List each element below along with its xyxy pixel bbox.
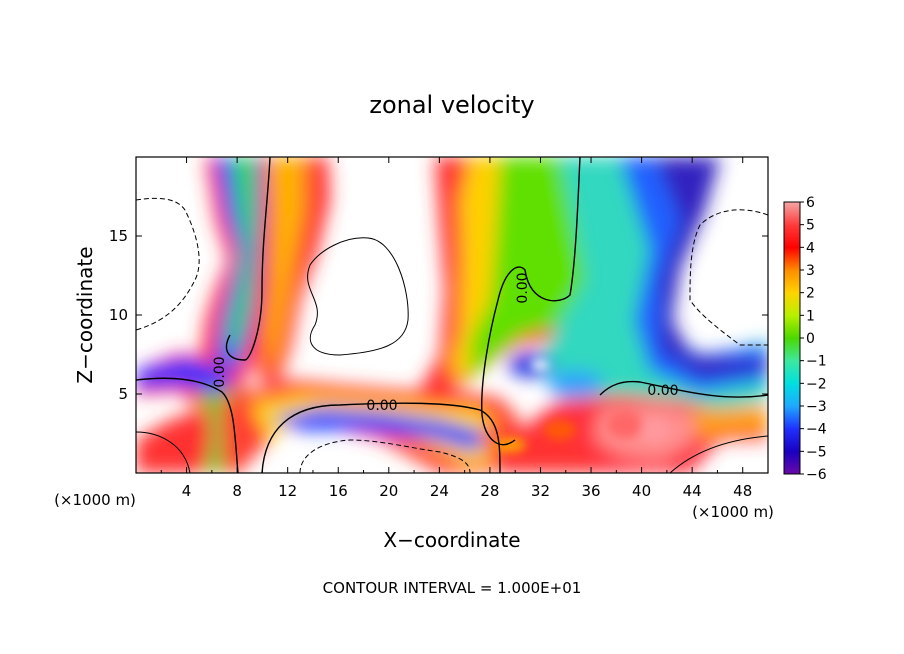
colorbar-label: 4 (806, 240, 815, 256)
colorbar-label: −2 (806, 376, 827, 392)
x-tick-label: 24 (430, 482, 449, 500)
x-tick-label: 28 (480, 482, 499, 500)
colorbar-label: −6 (806, 467, 827, 483)
chart-title: zonal velocity (369, 91, 534, 119)
contour-zero-right (599, 380, 768, 398)
x-tick-label: 48 (733, 482, 752, 500)
y-axis-label: Z−coordinate (73, 246, 97, 383)
x-axis: 4 8 12 16 20 24 28 32 36 40 44 48 (160, 157, 752, 500)
colorbar-segment (784, 451, 800, 475)
contour-positive-center (307, 237, 409, 356)
contour-zero-column (225, 157, 271, 361)
contour-label: 0.00 (515, 272, 531, 303)
y-axis: 5 10 15 (109, 227, 768, 403)
x-tick-label: 4 (182, 482, 192, 500)
colorbar-segment (784, 202, 800, 226)
x-unit-right: (×1000 m) (692, 503, 774, 521)
contour-positive-bottom-right (669, 435, 768, 473)
contour-zero-left (136, 377, 239, 473)
colorbar-segment (784, 383, 800, 407)
y-tick-label: 5 (118, 385, 128, 403)
colorbar-label: 1 (806, 308, 815, 324)
plot-area: 0.00 0.00 0.00 0.00 (136, 157, 768, 473)
x-tick-label: 40 (632, 482, 651, 500)
y-tick-label: 15 (109, 227, 128, 245)
y-tick-label: 10 (109, 306, 128, 324)
colorbar-label: −1 (806, 354, 827, 370)
heatmap-accents (494, 359, 669, 453)
colorbar-segment (784, 315, 800, 339)
contour-label: 0.00 (212, 356, 228, 387)
contour-zero-base (261, 402, 501, 473)
x-tick-label: 36 (581, 482, 600, 500)
x-tick-label: 8 (232, 482, 242, 500)
colorbar-label: −5 (806, 444, 827, 460)
x-tick-label: 44 (683, 482, 702, 500)
colorbar-segment (784, 292, 800, 316)
colorbar-segment (784, 270, 800, 294)
contour-label: 0.00 (366, 398, 397, 414)
contour-negative-bottom (299, 439, 471, 473)
colorbar: 6 5 4 3 2 1 0 −1 −2 −3 −4 −5 −6 (783, 195, 827, 483)
colorbar-segment (784, 428, 800, 452)
contour-label: 0.00 (647, 383, 678, 399)
contour-positive-bottom-left (136, 431, 191, 473)
colorbar-label: −3 (806, 399, 827, 415)
x-tick-label: 32 (531, 482, 550, 500)
footer-note: CONTOUR INTERVAL = 1.000E+01 (323, 579, 582, 597)
colorbar-label: −4 (806, 422, 827, 438)
contour-lines (136, 157, 768, 473)
colorbar-segment (784, 224, 800, 248)
colorbar-segment (784, 406, 800, 430)
x-tick-label: 20 (379, 482, 398, 500)
contour-zero-center (481, 157, 581, 446)
colorbar-label: 0 (806, 331, 815, 347)
x-unit-left: (×1000 m) (54, 491, 136, 509)
contour-negative-right (689, 209, 768, 346)
x-tick-label: 16 (329, 482, 348, 500)
contour-negative-left (136, 197, 200, 331)
colorbar-segment (784, 247, 800, 271)
x-tick-label: 12 (278, 482, 297, 500)
contour-labels: 0.00 0.00 0.00 0.00 (212, 272, 679, 414)
colorbar-label: 3 (806, 263, 815, 279)
heatmap-field (136, 157, 768, 473)
colorbar-segment (784, 360, 800, 384)
x-axis-label: X−coordinate (383, 528, 520, 552)
colorbar-segment (784, 338, 800, 362)
colorbar-label: 5 (806, 218, 815, 234)
colorbar-label: 2 (806, 286, 815, 302)
colorbar-label: 6 (806, 195, 815, 211)
